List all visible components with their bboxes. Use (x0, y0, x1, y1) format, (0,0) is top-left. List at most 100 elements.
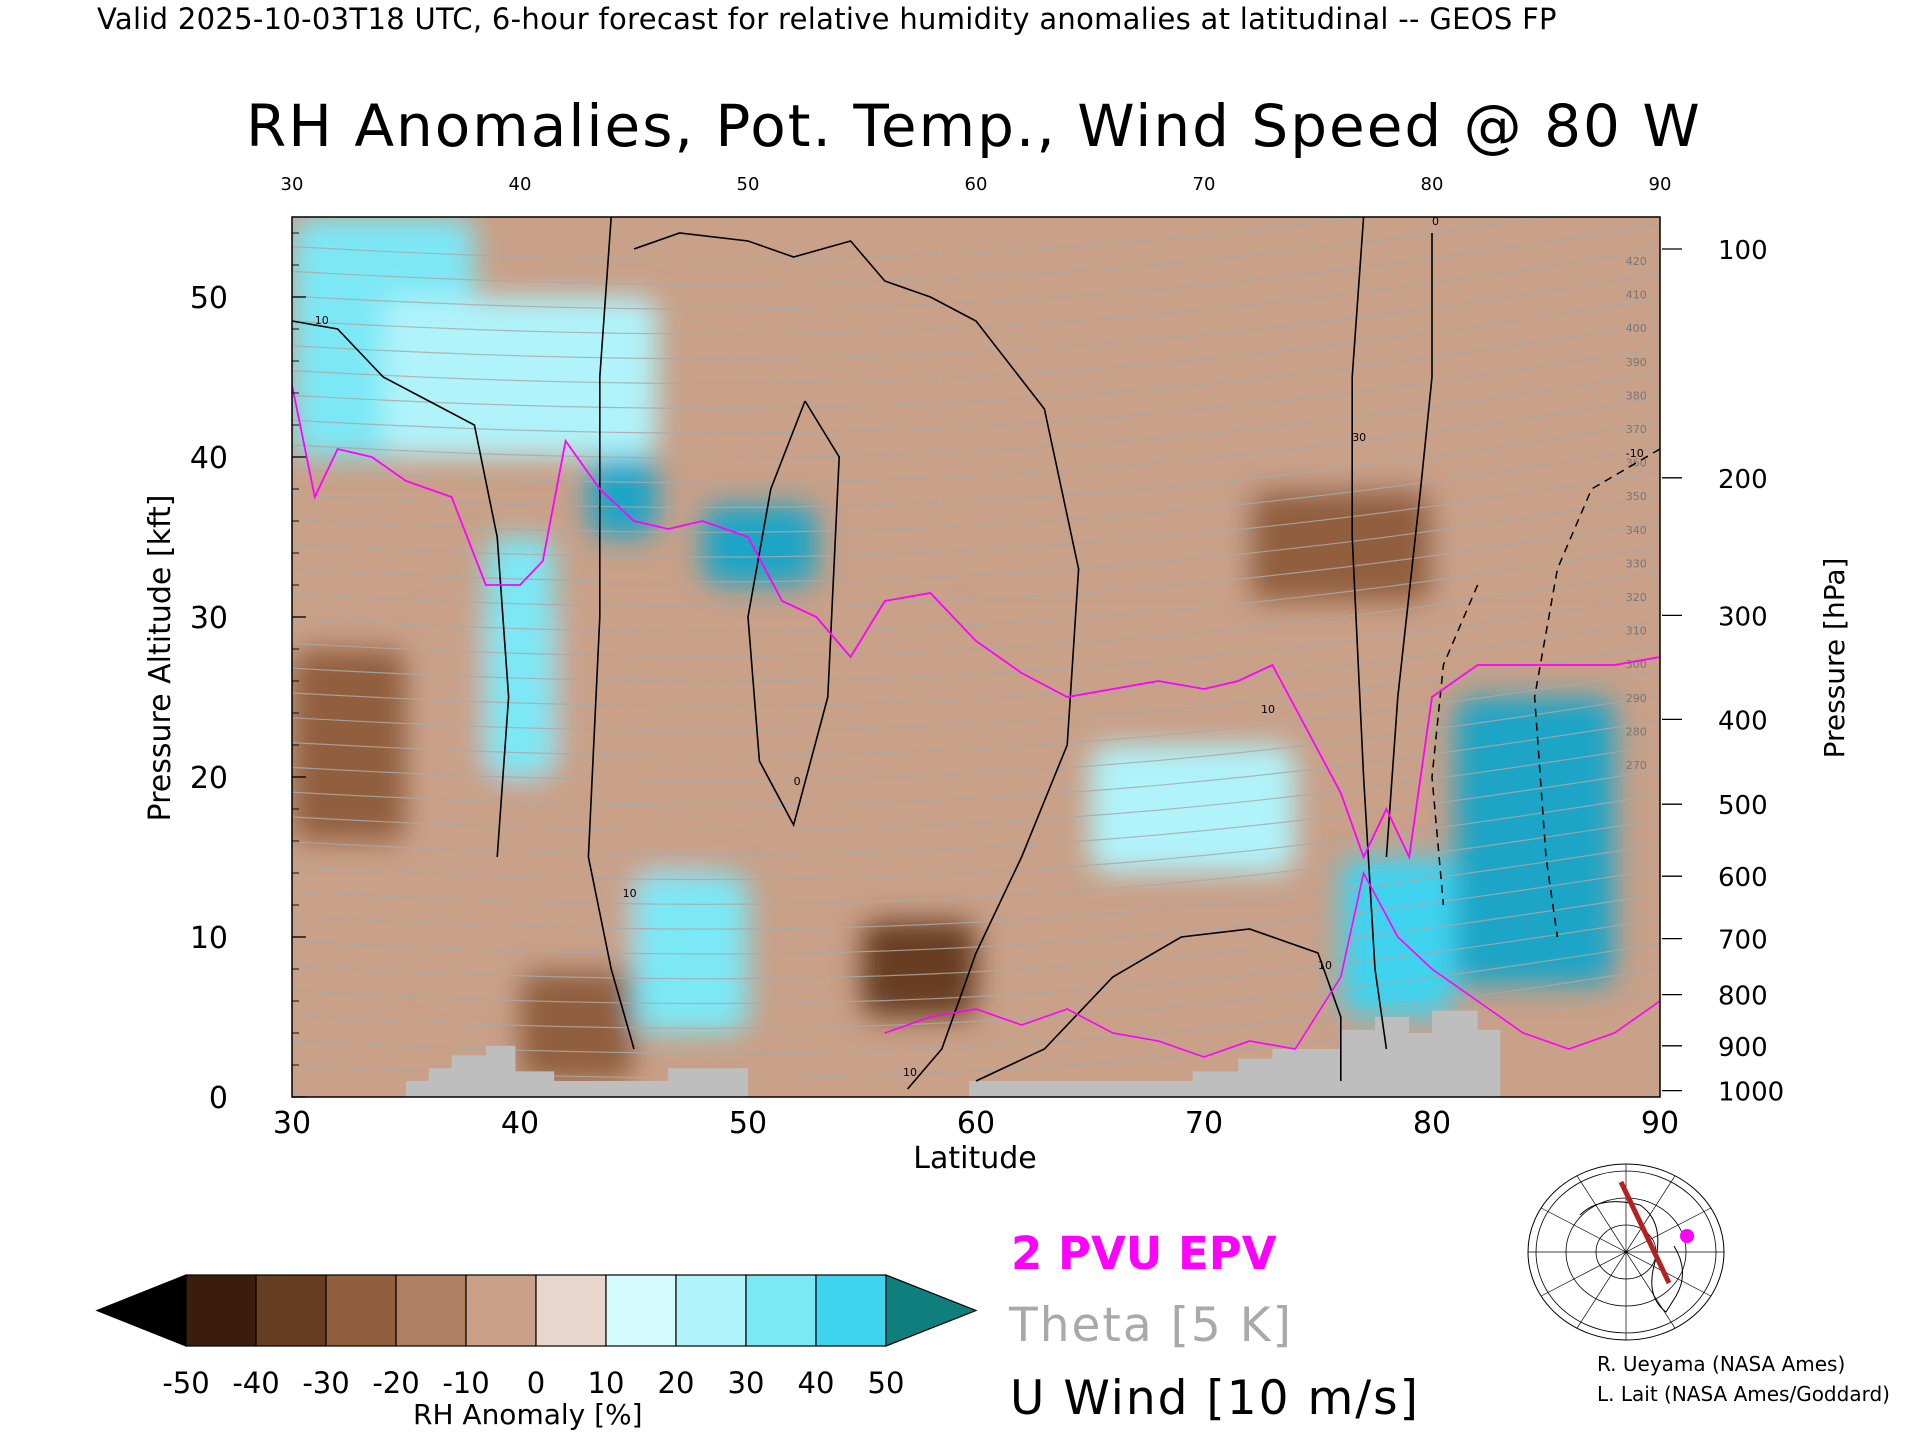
colorbar-min-arrow (95, 1274, 187, 1347)
x-tick-label: 90 (1641, 1106, 1679, 1141)
pressure-tick-label: 800 (1718, 982, 1768, 1012)
axes: 3030404050506060707080809090010203040501… (143, 174, 1851, 1176)
pressure-tick-label: 500 (1718, 791, 1768, 821)
theta-contour (292, 670, 1660, 757)
pressure-tick-label: 100 (1718, 236, 1768, 266)
credit-line: R. Ueyama (NASA Ames) (1597, 1352, 1846, 1376)
rh-anomaly-cell (976, 217, 1660, 569)
colorbar-tick-label: -20 (372, 1366, 419, 1400)
colorbar-swatch (815, 1274, 887, 1347)
u-wind-label: -10 (1626, 447, 1644, 460)
theta-contour (292, 967, 1660, 1054)
colorbar-tick-label: 30 (728, 1366, 765, 1400)
rh-anomaly-cell (485, 537, 555, 777)
theta-contour (292, 397, 1660, 484)
legend-wind: U Wind [10 m/s] (1010, 1371, 1420, 1426)
colorbar-swatch (185, 1274, 257, 1347)
u-wind-contour (975, 928, 1342, 1082)
colorbar-swatch (395, 1274, 467, 1347)
inset-coastline (1579, 1201, 1683, 1313)
x-tick-label: 50 (729, 1106, 767, 1141)
colorbar-tick-label: 20 (658, 1366, 695, 1400)
x-top-tick-label: 80 (1421, 174, 1444, 195)
colorbar-tick-label: 40 (798, 1366, 835, 1400)
x-axis-label: Latitude (913, 1141, 1036, 1176)
y-tick-label: 10 (190, 921, 228, 956)
theta-label: 290 (1626, 692, 1647, 705)
terrain-fill (406, 1010, 1501, 1097)
u-wind-label: 0 (1432, 215, 1439, 228)
colorbar: -50 -40 -30 -20 -10 0 10 20 30 40 50 (95, 1274, 978, 1400)
rh-anomaly-cell (1454, 697, 1615, 985)
theta-contour (292, 570, 1660, 657)
x-tick-label: 30 (273, 1106, 311, 1141)
chart-title: RH Anomalies, Pot. Temp., Wind Speed @ 8… (246, 92, 1702, 160)
heatmap-blobs (292, 217, 1660, 1081)
theta-contour (292, 843, 1660, 930)
theta-label: 280 (1626, 725, 1647, 738)
u-wind-label: 10 (1318, 959, 1332, 972)
rh-anomaly-field (292, 217, 1660, 1097)
colorbar-swatch (535, 1274, 607, 1347)
rh-anomaly-cell (520, 969, 634, 1081)
legend-epv: 2 PVU EPV (1011, 1227, 1277, 1280)
theta-label: 310 (1626, 625, 1647, 638)
theta-label: 330 (1626, 557, 1647, 570)
x-tick-label: 80 (1413, 1106, 1451, 1141)
rh-anomaly-cell (588, 457, 657, 537)
u-wind-contour (633, 232, 1080, 1090)
epv-line (292, 384, 1660, 861)
theta-contour (292, 496, 1660, 583)
theta-contour (292, 645, 1660, 732)
colorbar-swatch (745, 1274, 817, 1347)
colorbar-tick-label: -40 (232, 1366, 279, 1400)
y-tick-label: 40 (190, 441, 228, 476)
theta-label: 350 (1626, 490, 1647, 503)
theta-label: 320 (1626, 591, 1647, 604)
u-wind-contour (292, 320, 510, 858)
theta-label: 270 (1626, 759, 1647, 772)
inset-section-line (1618, 1180, 1672, 1285)
colorbar-tick-label: 0 (527, 1366, 545, 1400)
colorbar-swatch (255, 1274, 327, 1347)
theta-contour (292, 942, 1660, 1029)
theta-contour (292, 818, 1660, 905)
theta-contour (292, 694, 1660, 781)
theta-contour (292, 620, 1660, 707)
u-wind-contour (1385, 233, 1433, 858)
theta-contour (292, 918, 1660, 1005)
y-tick-label: 30 (190, 601, 228, 636)
colorbar-title: RH Anomaly [%] (413, 1398, 643, 1431)
colorbar-swatch (325, 1274, 397, 1347)
pressure-tick-label: 300 (1718, 602, 1768, 632)
theta-label: 420 (1626, 255, 1647, 268)
rh-anomaly-cell (383, 297, 657, 457)
x-tick-label: 70 (1185, 1106, 1223, 1141)
forecast-header: Valid 2025-10-03T18 UTC, 6-hour forecast… (97, 2, 1557, 36)
theta-contour (292, 471, 1660, 558)
rh-anomaly-cell (862, 921, 976, 1017)
u-wind-label: 10 (623, 887, 637, 900)
theta-contour (292, 868, 1660, 955)
pressure-tick-label: 1000 (1718, 1078, 1784, 1108)
theta-label: 410 (1626, 289, 1647, 302)
inset-meridian (1540, 1207, 1712, 1297)
credit-line: L. Lait (NASA Ames/Goddard) (1597, 1382, 1890, 1406)
x-top-tick-label: 70 (1193, 174, 1216, 195)
pressure-tick-label: 700 (1718, 926, 1768, 956)
colorbar-tick-label: -50 (162, 1366, 209, 1400)
u-wind-contour (1351, 217, 1388, 1050)
pressure-tick-label: 400 (1718, 706, 1768, 736)
u-wind-label: 30 (1352, 431, 1366, 444)
rh-anomaly-cell (702, 505, 817, 585)
u-wind-label: 0 (794, 775, 801, 788)
u-wind-contour-negative (1431, 584, 1479, 906)
colorbar-tick-label: 10 (588, 1366, 625, 1400)
x-top-tick-label: 50 (737, 174, 760, 195)
theta-label: 380 (1626, 389, 1647, 402)
theta-label: 400 (1626, 322, 1647, 335)
u-wind-contour (747, 400, 841, 828)
theta-contour (292, 769, 1660, 856)
